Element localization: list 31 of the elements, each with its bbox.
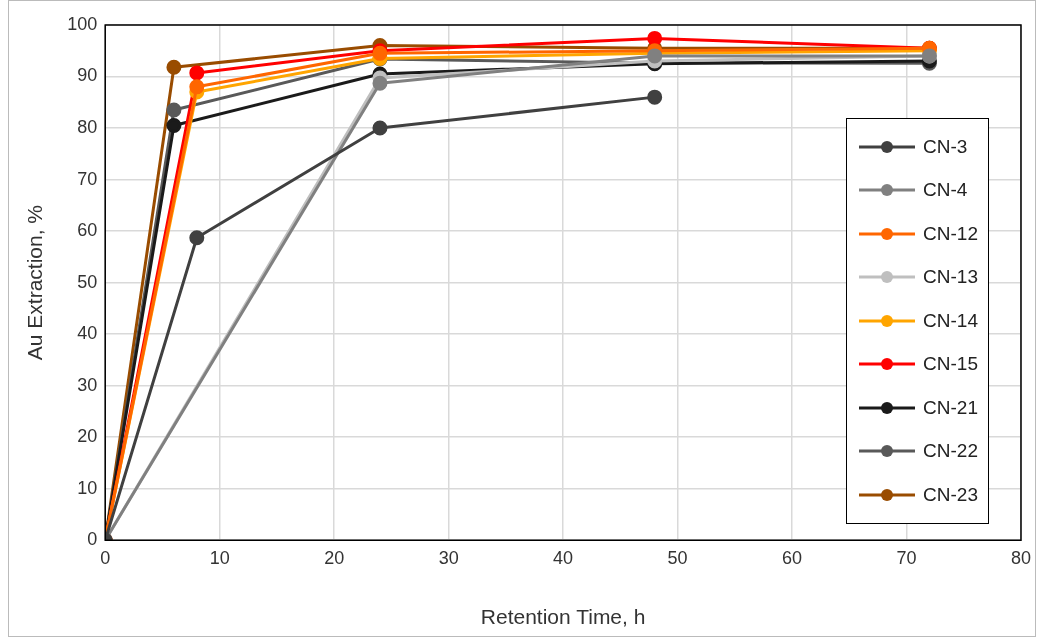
legend-label: CN-15 xyxy=(923,353,978,376)
x-axis-title: Retention Time, h xyxy=(480,605,646,629)
legend-label: CN-14 xyxy=(923,309,978,332)
legend-label: CN-4 xyxy=(923,179,968,202)
x-tick-label: 80 xyxy=(1010,547,1031,568)
y-tick-label: 20 xyxy=(77,426,98,447)
x-tick-label: 40 xyxy=(553,547,574,568)
y-tick-label: 0 xyxy=(87,529,98,550)
y-tick-label: 40 xyxy=(77,323,98,344)
x-tick-label: 50 xyxy=(667,547,688,568)
y-tick-label: 80 xyxy=(77,117,98,138)
x-tick-label: 20 xyxy=(324,547,345,568)
y-tick-label: 60 xyxy=(77,220,98,241)
y-tick-label: 50 xyxy=(77,271,98,292)
y-tick-label: 100 xyxy=(67,13,98,34)
x-tick-label: 60 xyxy=(782,547,803,568)
y-tick-label: 30 xyxy=(77,374,98,395)
legend-label: CN-23 xyxy=(923,483,978,506)
x-tick-label: 0 xyxy=(100,547,111,568)
y-tick-label: 90 xyxy=(77,65,98,86)
y-tick-label: 70 xyxy=(77,168,98,189)
legend-label: CN-22 xyxy=(923,440,978,463)
y-tick-label: 10 xyxy=(77,477,98,498)
legend-label: CN-21 xyxy=(923,396,978,419)
legend-label: CN-12 xyxy=(923,222,978,245)
x-tick-label: 30 xyxy=(438,547,459,568)
x-tick-label: 70 xyxy=(896,547,917,568)
legend-label: CN-3 xyxy=(923,135,968,158)
y-axis-title: Au Extraction, % xyxy=(23,204,47,361)
legend-label: CN-13 xyxy=(923,266,978,289)
x-tick-label: 10 xyxy=(209,547,230,568)
